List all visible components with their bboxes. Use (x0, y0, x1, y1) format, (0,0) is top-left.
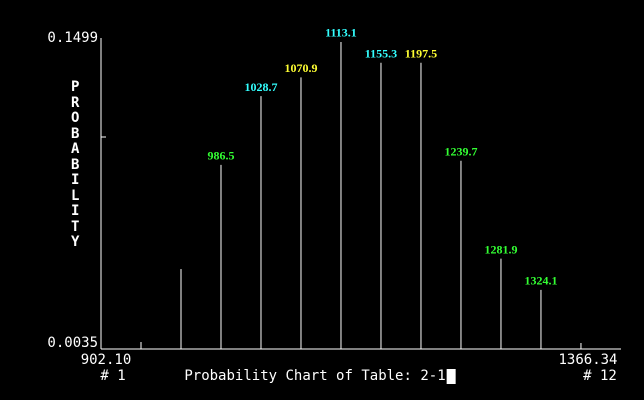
point-label: 1028.7 (244, 80, 277, 94)
point-label: 1197.5 (405, 47, 437, 61)
point-label: 986.5 (207, 149, 234, 163)
y-tick-label: 0.1499 (47, 30, 98, 46)
y-tick-label: 0.0035 (47, 335, 98, 351)
x-tick-label: 902.10 (81, 352, 132, 368)
x-tick-label: 1366.34 (558, 352, 617, 368)
point-label: 1239.7 (444, 144, 477, 158)
y-axis-label: PROBABILITY (71, 79, 80, 250)
point-label: 1324.1 (524, 274, 557, 288)
point-label: 1155.3 (365, 47, 397, 61)
chart-title: Probability Chart of Table: 2-1 (184, 368, 445, 384)
last-index: # 12 (583, 368, 617, 384)
first-index: # 1 (100, 368, 125, 384)
point-label: 1113.1 (325, 26, 357, 40)
point-label: 1281.9 (484, 242, 517, 256)
point-label: 1070.9 (284, 61, 317, 75)
cursor (446, 369, 456, 384)
